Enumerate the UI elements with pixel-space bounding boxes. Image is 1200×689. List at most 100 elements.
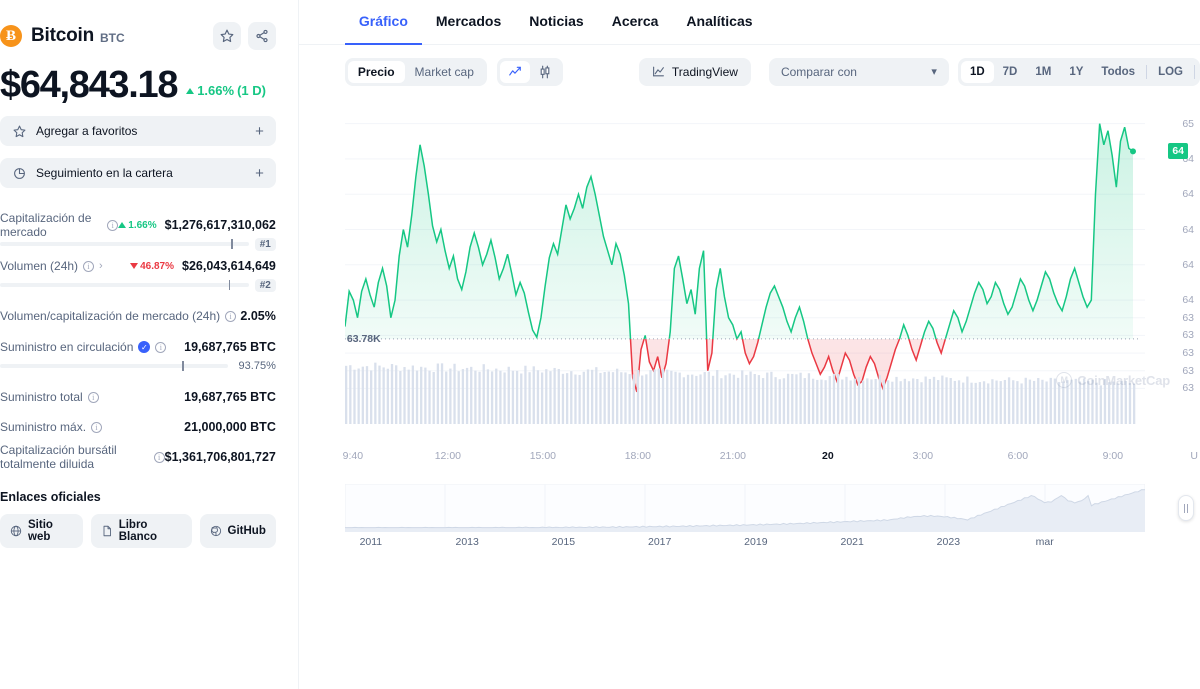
stat-max-supply: Suministro máx. i 21,000,000 BTC <box>0 416 276 438</box>
range-7d-button[interactable]: 7D <box>1002 65 1018 78</box>
minimap-year-tick: 2013 <box>455 536 479 548</box>
tab-acerca[interactable]: Acerca <box>611 13 659 29</box>
tradingview-icon <box>652 66 664 77</box>
stat-volume-24h-label: Volumen (24h) <box>0 259 79 273</box>
link-whitepaper-label: Libro Blanco <box>118 519 158 543</box>
stat-market-cap-rank: #1 <box>254 237 276 251</box>
stat-volume-24h-value: $26,043,614,649 <box>182 259 276 273</box>
line-chart-button[interactable] <box>499 60 530 83</box>
stat-market-cap-change: 1.66% <box>118 219 157 231</box>
stat-fully-diluted-marketcap-label: Capitalización bursátil totalmente dilui… <box>0 443 117 471</box>
github-icon <box>210 525 221 537</box>
minimap-year-tick: 2023 <box>936 536 961 548</box>
header-actions <box>212 22 276 50</box>
info-icon[interactable]: i <box>107 219 119 231</box>
x-axis-tick: 9:40 <box>342 450 364 462</box>
price-change-period: (1 D) <box>237 83 266 98</box>
y-axis-tick: 63 <box>1182 364 1194 377</box>
stat-total-supply: Suministro total i 19,687,765 BTC <box>0 386 276 408</box>
progress-track <box>0 361 228 371</box>
stat-volume-24h: Volumen (24h) i › 46.87% $26,043,614,649 <box>0 255 276 293</box>
minimap-right-handle[interactable] <box>1178 495 1194 521</box>
y-axis-tick: 63 <box>1182 311 1194 324</box>
baseline-price-label: 63.78K <box>346 332 381 345</box>
caret-up-icon <box>118 222 127 228</box>
tab-analiticas[interactable]: Analíticas <box>686 13 753 29</box>
info-icon[interactable]: i <box>83 260 95 272</box>
content-tabs: Gráfico Mercados Noticias Acerca Analíti… <box>298 0 1200 45</box>
document-icon <box>103 525 111 537</box>
metric-toggle-group: Precio Market cap <box>344 57 487 86</box>
statistics-list: Capitalización de mercado i 1.66% $1,276… <box>0 211 276 471</box>
link-whitepaper[interactable]: Libro Blanco <box>90 514 192 548</box>
metric-marketcap-button[interactable]: Market cap <box>414 64 474 79</box>
log-scale-button[interactable]: LOG <box>1158 65 1183 78</box>
info-icon[interactable]: i <box>87 391 99 403</box>
minimap-year-tick: 2019 <box>744 536 768 548</box>
link-website[interactable]: Sitio web <box>0 514 83 548</box>
link-github[interactable]: GitHub <box>199 514 276 548</box>
portfolio-tracking-plus-icon[interactable]: + <box>255 164 264 182</box>
current-price-badge: 64 <box>1168 143 1188 160</box>
y-axis-tick: 63 <box>1182 347 1194 360</box>
stat-market-cap-change-value: 1.66% <box>128 219 157 231</box>
candlestick-chart-icon <box>540 65 550 78</box>
candlestick-chart-button[interactable] <box>530 61 560 83</box>
stat-total-supply-label: Suministro total <box>0 390 83 404</box>
add-to-favorites-row[interactable]: Agregar a favoritos + <box>0 116 276 146</box>
stat-max-supply-label: Suministro máx. <box>0 420 87 434</box>
metric-precio-button[interactable]: Precio <box>347 60 405 83</box>
star-icon <box>220 29 234 43</box>
share-button[interactable] <box>247 22 276 50</box>
chart-type-toggle-group <box>496 57 563 86</box>
add-to-favorites-label: Agregar a favoritos <box>36 124 138 138</box>
y-axis-tick: 64 <box>1182 258 1194 271</box>
favorite-star-button[interactable] <box>212 22 241 50</box>
x-axis-tick: 18:00 <box>624 450 651 462</box>
y-axis-tick: 63 <box>1182 329 1194 342</box>
tab-noticias[interactable]: Noticias <box>529 13 584 29</box>
chart-minimap[interactable] <box>344 483 1200 533</box>
stat-volume-marketcap-ratio: Volumen/capitalización de mercado (24h) … <box>0 305 276 327</box>
coin-info-sidebar: Ƀ Bitcoin BTC $64,843.18 <box>0 0 299 689</box>
compare-with-dropdown[interactable]: Comparar con ▾ <box>768 57 949 86</box>
stat-volume-24h-bar: #2 <box>0 277 276 293</box>
tradingview-button[interactable]: TradingView <box>638 57 751 86</box>
chevron-right-icon[interactable]: › <box>99 260 103 272</box>
chevron-down-icon: ▾ <box>931 66 937 78</box>
drag-handle-icon <box>1184 503 1185 513</box>
minimap-year-tick: 2017 <box>647 536 672 548</box>
y-axis-tick: 64 <box>1182 152 1194 165</box>
info-icon[interactable]: i <box>155 341 167 353</box>
compare-with-label: Comparar con <box>780 64 857 79</box>
tradingview-label: TradingView <box>671 64 738 79</box>
price-chart[interactable]: 65 64 64 64 64 64 63 63 63 63 63 64 63.78K M CoinMa… <box>344 100 1200 450</box>
tab-grafico[interactable]: Gráfico <box>344 0 422 45</box>
price-block: $64,843.18 1.66% (1 D) <box>0 66 276 104</box>
line-chart-icon <box>509 66 521 75</box>
bitcoin-logo-icon: Ƀ <box>0 25 22 47</box>
info-icon[interactable]: i <box>225 310 237 322</box>
stat-circulating-supply-label: Suministro en circulación <box>0 340 134 354</box>
info-icon[interactable]: i <box>91 421 103 433</box>
verified-check-icon: ✓ <box>138 341 151 353</box>
chart-y-axis: 65 64 64 64 64 64 63 63 63 63 63 64 <box>1166 100 1200 430</box>
range-1d-button[interactable]: 1D <box>960 60 994 83</box>
chart-panel: Gráfico Mercados Noticias Acerca Analíti… <box>298 0 1200 689</box>
range-1y-button[interactable]: 1Y <box>1069 65 1084 78</box>
chart-x-axis: 9:40 12:00 15:00 18:00 21:00 20 3:00 6:00 9:00 U <box>342 450 1200 472</box>
stat-market-cap-value: $1,276,617,310,062 <box>164 218 276 232</box>
portfolio-icon <box>12 166 26 180</box>
range-todos-button[interactable]: Todos <box>1101 65 1136 78</box>
progress-tick <box>231 239 233 249</box>
range-1m-button[interactable]: 1M <box>1035 65 1052 78</box>
stat-max-supply-value: 21,000,000 BTC <box>184 420 276 434</box>
y-axis-tick: 64 <box>1182 188 1194 201</box>
add-to-favorites-plus-icon[interactable]: + <box>255 122 264 140</box>
x-axis-tick: 9:00 <box>1102 450 1124 462</box>
tab-mercados[interactable]: Mercados <box>435 13 502 29</box>
portfolio-tracking-row[interactable]: Seguimiento en la cartera + <box>0 158 276 188</box>
y-axis-tick: 63 <box>1182 382 1194 395</box>
info-icon[interactable]: i <box>153 451 165 463</box>
